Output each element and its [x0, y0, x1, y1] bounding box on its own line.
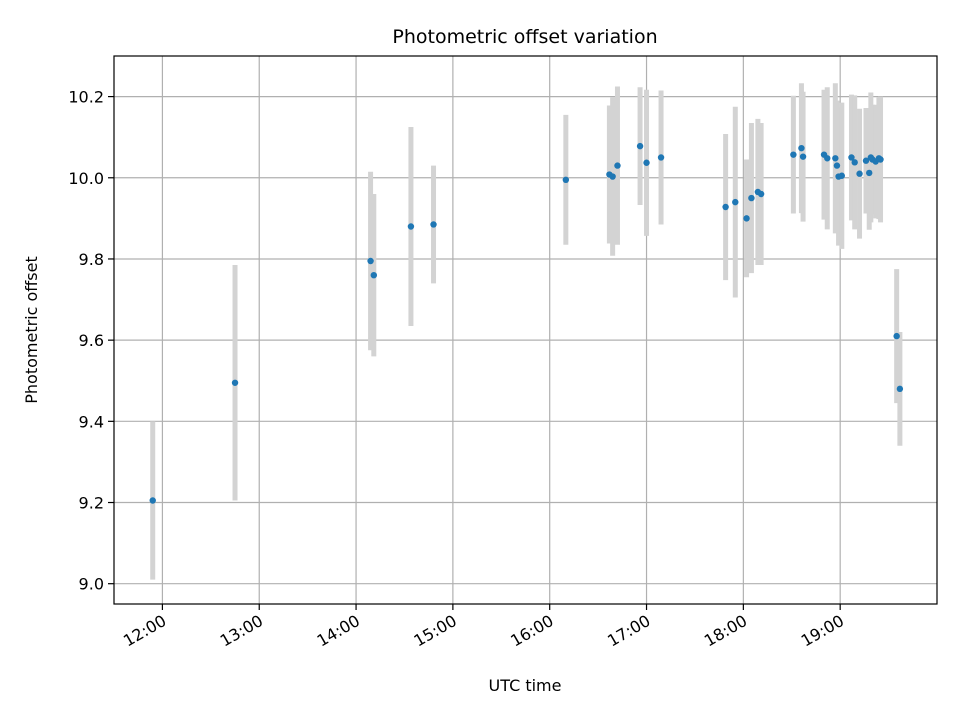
data-point	[743, 215, 750, 222]
y-tick-label: 10.2	[68, 88, 104, 107]
data-point	[231, 379, 239, 386]
data-point	[832, 155, 839, 162]
data-point	[722, 203, 729, 211]
y-axis-ticks: 9.0 9.2 9.4 9.6 9.8 10.0 10.2	[68, 88, 114, 594]
data-point	[367, 257, 374, 265]
y-tick-label: 9.4	[79, 412, 104, 431]
data-point	[430, 221, 437, 228]
data-point	[798, 144, 805, 152]
data-point	[877, 156, 884, 163]
plot-frame	[113, 55, 938, 605]
data-point	[748, 194, 755, 202]
data-point	[636, 142, 644, 150]
data-points	[149, 142, 904, 504]
data-point	[614, 162, 621, 169]
y-tick-label: 9.8	[79, 250, 104, 269]
data-point	[838, 172, 845, 179]
y-tick-label: 10.0	[68, 169, 104, 188]
data-point	[851, 159, 858, 166]
data-point	[848, 154, 855, 161]
chart-title: Photometric offset variation	[392, 26, 657, 48]
data-point	[799, 153, 807, 160]
data-point	[370, 272, 378, 279]
data-point	[757, 190, 765, 198]
data-point	[562, 176, 570, 184]
y-axis-label: Photometric offset	[22, 256, 41, 404]
data-point	[833, 162, 841, 169]
data-point	[896, 385, 904, 393]
data-point	[893, 332, 900, 340]
data-point	[643, 159, 650, 166]
data-point	[609, 173, 616, 180]
data-point	[407, 223, 415, 230]
x-axis-label: UTC time	[489, 676, 562, 695]
data-point	[856, 170, 863, 177]
data-point	[866, 169, 873, 177]
y-tick-label: 9.0	[79, 575, 104, 594]
data-point	[732, 198, 739, 206]
data-point	[149, 497, 156, 504]
y-tick-label: 9.6	[79, 331, 104, 350]
data-point	[824, 155, 831, 162]
data-point	[862, 157, 870, 164]
data-point	[790, 151, 797, 158]
data-point	[657, 154, 665, 161]
y-tick-label: 9.2	[79, 494, 104, 513]
